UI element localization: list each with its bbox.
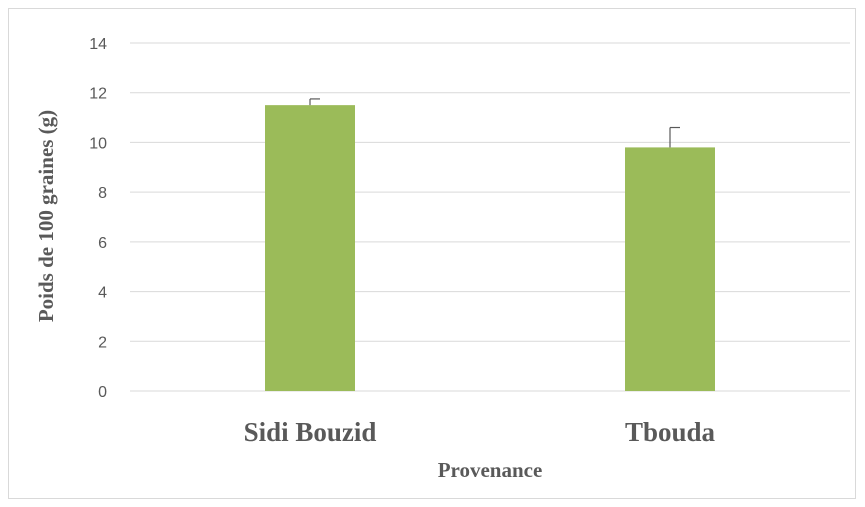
- y-tick-label: 8: [98, 185, 107, 202]
- y-tick-label: 2: [98, 334, 107, 351]
- bar-sidi-bouzid: [265, 105, 355, 392]
- y-tick-label: 12: [89, 86, 107, 103]
- y-tick-label: 10: [89, 135, 107, 152]
- gridlines: [130, 42, 850, 392]
- error-bars: [309, 98, 680, 148]
- y-tick-label: 6: [98, 235, 107, 252]
- bar-tbouda: [625, 147, 715, 391]
- y-tick-labels: 0 2 4 6 8 10 12 14: [89, 36, 107, 401]
- y-tick-label: 4: [98, 285, 107, 302]
- y-axis-title: Poids de 100 graines (g): [34, 110, 58, 322]
- y-tick-label: 14: [89, 36, 107, 53]
- bars: [265, 105, 715, 392]
- x-axis-title: Provenance: [438, 458, 543, 482]
- y-tick-label: 0: [98, 384, 107, 401]
- category-label: Tbouda: [625, 417, 716, 447]
- category-label: Sidi Bouzid: [244, 417, 377, 447]
- category-labels: Sidi Bouzid Tbouda: [244, 417, 716, 447]
